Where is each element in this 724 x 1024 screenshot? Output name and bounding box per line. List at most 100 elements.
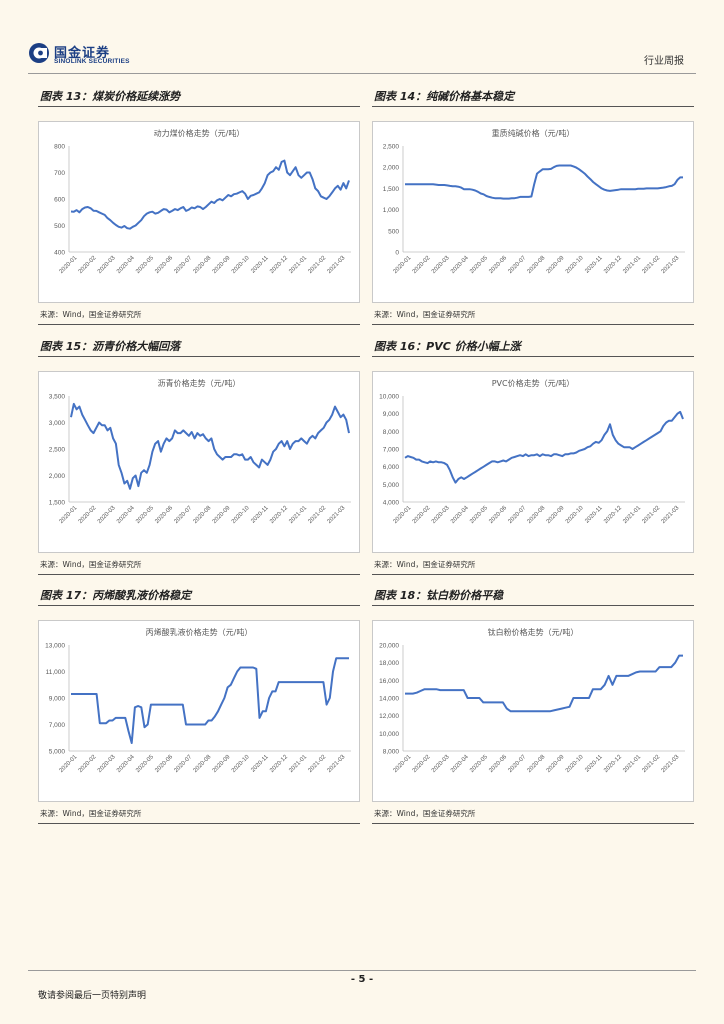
x-tick-label: 2020-05	[469, 754, 489, 774]
x-tick-label: 2020-06	[488, 505, 508, 525]
x-tick-label: 2021-01	[622, 505, 642, 525]
x-tick-label: 2020-04	[450, 754, 470, 774]
x-tick-label: 2020-02	[412, 255, 432, 275]
x-tick-label: 2020-01	[59, 505, 79, 525]
y-tick-label: 1,500	[383, 186, 400, 193]
figure-divider	[38, 823, 360, 824]
sinolink-logo-icon	[29, 43, 49, 63]
x-tick-label: 2021-03	[661, 255, 681, 275]
y-tick-label: 8,000	[383, 749, 400, 756]
x-tick-label: 2020-10	[565, 255, 585, 275]
figure-panel-15: 图表 15：沥青价格大幅回落 沥青价格走势（元/吨） 1,500 2,000 2,50…	[38, 338, 360, 575]
x-tick-label: 2020-05	[469, 505, 489, 525]
x-tick-label: 2020-05	[135, 754, 155, 774]
figure-source: 来源：Wind，国金证券研究所	[374, 310, 476, 319]
report-type-label: 行业周报	[644, 56, 684, 67]
x-tick-label: 2020-02	[412, 505, 432, 525]
x-tick-label: 2020-01	[393, 505, 413, 525]
x-tick-label: 2020-11	[250, 255, 270, 275]
y-tick-label: 500	[388, 228, 399, 235]
x-tick-label: 2020-06	[154, 255, 174, 275]
x-tick-label: 2020-06	[154, 754, 174, 774]
x-tick-label: 2020-11	[584, 754, 604, 774]
series-line	[70, 159, 350, 230]
figure-panel-13: 图表 13：煤炭价格延续涨势 动力煤价格走势（元/吨） 400 500 600 700 8…	[38, 88, 360, 325]
x-tick-label: 2020-05	[135, 505, 155, 525]
figure-divider	[372, 574, 694, 575]
chart-title: PVC价格走势（元/吨）	[492, 378, 575, 388]
x-tick-label: 2020-06	[488, 255, 508, 275]
figure-divider	[372, 324, 694, 325]
series-line	[405, 654, 683, 713]
x-tick-label: 2020-09	[546, 505, 566, 525]
x-tick-label: 2020-10	[565, 754, 585, 774]
figure-divider	[372, 823, 694, 824]
x-tick-label: 2021-02	[641, 255, 661, 275]
x-tick-label: 2021-02	[641, 505, 661, 525]
y-tick-label: 5,000	[49, 749, 66, 756]
x-tick-label: 2020-09	[546, 754, 566, 774]
x-tick-label: 2020-06	[488, 754, 508, 774]
y-tick-label: 1,000	[383, 207, 400, 214]
chart-svg: 沥青价格走势（元/吨） 1,500 2,000 2,500 3,000 3,500 2020…	[49, 378, 351, 525]
figure-title: 图表 16：PVC 价格小幅上涨	[372, 338, 694, 357]
x-tick-label: 2020-10	[231, 754, 251, 774]
page-header: 国金证券 SINOLINK SECURITIES 行业周报	[28, 40, 696, 72]
x-tick-label: 2021-03	[661, 505, 681, 525]
x-tick-label: 2020-09	[546, 255, 566, 275]
figure-title: 图表 13：煤炭价格延续涨势	[38, 88, 360, 107]
y-tick-label: 3,500	[49, 394, 66, 401]
x-tick-label: 2020-12	[269, 505, 289, 525]
y-tick-label: 20,000	[379, 643, 399, 650]
x-tick-label: 2020-03	[97, 754, 117, 774]
x-tick-label: 2021-03	[661, 754, 681, 774]
x-tick-label: 2021-02	[307, 754, 327, 774]
series-line	[405, 164, 683, 200]
y-tick-label: 3,000	[49, 420, 66, 427]
line-chart: PVC价格走势（元/吨） 4,000 5,000 6,000 7,000 8,000 9,0…	[372, 371, 694, 553]
x-tick-label: 2020-03	[431, 505, 451, 525]
y-tick-label: 4,000	[383, 500, 400, 507]
footer-divider	[28, 970, 696, 971]
x-tick-label: 2020-08	[527, 255, 547, 275]
figure-panel-17: 图表 17：丙烯酸乳液价格稳定 丙烯酸乳液价格走势（元/吨） 5,000 7,000…	[38, 587, 360, 824]
y-tick-label: 400	[54, 250, 65, 257]
x-tick-label: 2021-02	[307, 505, 327, 525]
x-tick-label: 2020-04	[116, 754, 136, 774]
x-tick-label: 2020-07	[173, 255, 193, 275]
figure-source: 来源：Wind，国金证券研究所	[374, 560, 476, 569]
x-tick-label: 2020-12	[269, 255, 289, 275]
y-tick-label: 8,000	[383, 429, 400, 436]
x-tick-label: 2020-08	[193, 255, 213, 275]
y-tick-label: 9,000	[49, 696, 66, 703]
x-tick-label: 2020-01	[59, 754, 79, 774]
x-tick-label: 2020-10	[231, 255, 251, 275]
series-line	[70, 402, 350, 490]
x-tick-label: 2020-07	[173, 754, 193, 774]
chart-svg: PVC价格走势（元/吨） 4,000 5,000 6,000 7,000 8,000 9,0…	[379, 378, 685, 525]
x-tick-label: 2020-02	[78, 754, 98, 774]
header-divider	[28, 73, 696, 74]
x-tick-label: 2020-04	[116, 505, 136, 525]
x-tick-label: 2020-11	[584, 255, 604, 275]
x-tick-label: 2021-01	[288, 754, 308, 774]
x-tick-label: 2020-05	[135, 255, 155, 275]
x-tick-label: 2020-09	[212, 255, 232, 275]
x-tick-label: 2020-07	[507, 754, 527, 774]
figure-source: 来源：Wind，国金证券研究所	[374, 809, 476, 818]
x-tick-label: 2020-04	[450, 505, 470, 525]
y-tick-label: 10,000	[379, 731, 399, 738]
chart-title: 沥青价格走势（元/吨）	[158, 378, 241, 388]
y-tick-label: 18,000	[379, 660, 399, 667]
y-tick-label: 16,000	[379, 678, 399, 685]
line-chart: 重质纯碱价格（元/吨） 0 500 1,000 1,500 2,000 2,500 2020-…	[372, 121, 694, 303]
chart-title: 钛白粉价格走势（元/吨）	[488, 627, 579, 637]
x-tick-label: 2021-02	[641, 754, 661, 774]
chart-title: 丙烯酸乳液价格走势（元/吨）	[146, 627, 253, 637]
y-tick-label: 13,000	[45, 643, 65, 650]
x-tick-label: 2021-03	[327, 505, 347, 525]
line-chart: 沥青价格走势（元/吨） 1,500 2,000 2,500 3,000 3,500 2020…	[38, 371, 360, 553]
y-tick-label: 10,000	[379, 394, 399, 401]
y-tick-label: 7,000	[383, 447, 400, 454]
